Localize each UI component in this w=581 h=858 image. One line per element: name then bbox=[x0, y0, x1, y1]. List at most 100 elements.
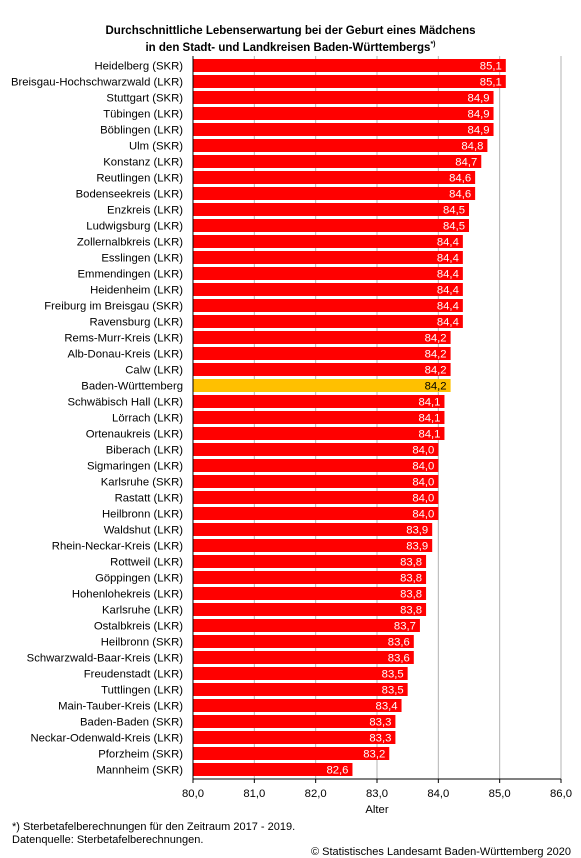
x-axis: 80,0 81,0 82,0 83,0 84,0 85,0 86,0 Alter bbox=[182, 56, 572, 816]
category-label: Baden-Württemberg bbox=[81, 381, 183, 393]
value-label: 83,3 bbox=[369, 717, 391, 729]
category-label: Ortenaukreis (LKR) bbox=[86, 429, 184, 441]
bar bbox=[193, 411, 445, 424]
category-label: Emmendingen (LKR) bbox=[78, 269, 184, 281]
value-label: 84,4 bbox=[437, 269, 459, 281]
category-label: Bodenseekreis (LKR) bbox=[76, 189, 184, 201]
category-label: Stuttgart (SKR) bbox=[106, 93, 183, 105]
x-tick-label: 85,0 bbox=[489, 788, 511, 800]
bar bbox=[193, 715, 396, 728]
value-label: 84,2 bbox=[425, 381, 447, 393]
value-label: 84,4 bbox=[437, 253, 459, 265]
bar bbox=[193, 283, 463, 296]
bar bbox=[193, 331, 451, 344]
bar bbox=[193, 395, 445, 408]
x-tick-label: 83,0 bbox=[366, 788, 388, 800]
value-label: 84,0 bbox=[412, 493, 434, 505]
value-label: 84,9 bbox=[468, 93, 490, 105]
bar bbox=[193, 75, 506, 88]
bar bbox=[193, 491, 439, 504]
bar bbox=[193, 555, 427, 568]
bar bbox=[193, 539, 433, 552]
category-label: Rastatt (LKR) bbox=[115, 493, 184, 505]
category-label: Hohenlohekreis (LKR) bbox=[72, 589, 183, 601]
category-label: Rems-Murr-Kreis (LKR) bbox=[64, 333, 183, 345]
bar bbox=[193, 651, 414, 664]
value-label: 84,7 bbox=[455, 157, 477, 169]
category-label: Göppingen (LKR) bbox=[95, 573, 183, 585]
category-label: Pforzheim (SKR) bbox=[98, 749, 183, 761]
value-label: 83,6 bbox=[388, 637, 410, 649]
chart-title-line2-text: in den Stadt- und Landkreisen Baden-Würt… bbox=[145, 41, 431, 54]
value-label: 84,4 bbox=[437, 285, 459, 297]
bar bbox=[193, 187, 476, 200]
category-label: Freiburg im Breisgau (SKR) bbox=[44, 301, 183, 313]
value-label: 84,4 bbox=[437, 237, 459, 249]
footnote: *) Sterbetafelberechnungen für den Zeitr… bbox=[12, 821, 295, 847]
bar bbox=[193, 251, 463, 264]
bar bbox=[193, 107, 494, 120]
bar bbox=[193, 507, 439, 520]
bar bbox=[193, 763, 353, 776]
bar bbox=[193, 619, 420, 632]
category-label: Lörrach (LKR) bbox=[112, 413, 183, 425]
bar bbox=[193, 523, 433, 536]
value-label: 84,0 bbox=[412, 509, 434, 521]
bar bbox=[193, 699, 402, 712]
bar bbox=[193, 299, 463, 312]
category-label: Schwarzwald-Baar-Kreis (LKR) bbox=[27, 653, 184, 665]
category-label: Sigmaringen (LKR) bbox=[87, 461, 183, 473]
chart-title: Durchschnittliche Lebenserwartung bei de… bbox=[0, 24, 581, 55]
category-label: Calw (LKR) bbox=[125, 365, 183, 377]
bar bbox=[193, 571, 427, 584]
category-label: Schwäbisch Hall (LKR) bbox=[67, 397, 183, 409]
value-label: 84,5 bbox=[443, 221, 465, 233]
bar bbox=[193, 59, 506, 72]
value-label: 85,1 bbox=[480, 61, 502, 73]
value-label: 83,6 bbox=[388, 653, 410, 665]
bar bbox=[193, 347, 451, 360]
value-label: 83,5 bbox=[382, 669, 404, 681]
x-tick-label: 81,0 bbox=[243, 788, 265, 800]
category-label: Ostalbkreis (LKR) bbox=[94, 621, 183, 633]
bar bbox=[193, 363, 451, 376]
category-label: Alb-Donau-Kreis (LKR) bbox=[67, 349, 183, 361]
value-label: 84,6 bbox=[449, 189, 471, 201]
bar bbox=[193, 123, 494, 136]
category-label: Ulm (SKR) bbox=[129, 141, 183, 153]
value-label: 84,2 bbox=[425, 365, 447, 377]
value-label: 84,0 bbox=[412, 461, 434, 473]
category-label: Ravensburg (LKR) bbox=[89, 317, 183, 329]
value-label: 83,8 bbox=[400, 589, 422, 601]
category-label: Tübingen (LKR) bbox=[103, 109, 183, 121]
value-label: 83,2 bbox=[363, 749, 385, 761]
value-label: 83,3 bbox=[369, 733, 391, 745]
category-label: Heidenheim (LKR) bbox=[90, 285, 183, 297]
bar bbox=[193, 235, 463, 248]
category-label: Heilbronn (SKR) bbox=[101, 637, 183, 649]
bar bbox=[193, 91, 494, 104]
category-label: Enzkreis (LKR) bbox=[107, 205, 183, 217]
category-label: Zollernalbkreis (LKR) bbox=[77, 237, 183, 249]
category-label: Karlsruhe (LKR) bbox=[102, 605, 183, 617]
value-label: 83,9 bbox=[406, 541, 428, 553]
x-axis-title: Alter bbox=[365, 804, 388, 816]
bar bbox=[193, 171, 476, 184]
value-label: 84,2 bbox=[425, 349, 447, 361]
value-label: 83,9 bbox=[406, 525, 428, 537]
chart-title-line1: Durchschnittliche Lebenserwartung bei de… bbox=[105, 25, 476, 37]
x-tick-label: 82,0 bbox=[305, 788, 327, 800]
category-label: Mannheim (SKR) bbox=[96, 765, 183, 777]
category-label: Freudenstadt (LKR) bbox=[84, 669, 183, 681]
bar bbox=[193, 427, 445, 440]
category-label: Konstanz (LKR) bbox=[103, 157, 183, 169]
category-label: Waldshut (LKR) bbox=[104, 525, 184, 537]
bar bbox=[193, 587, 427, 600]
value-label: 85,1 bbox=[480, 77, 502, 89]
value-label: 84,4 bbox=[437, 317, 459, 329]
bar-highlight bbox=[193, 379, 451, 392]
bar bbox=[193, 139, 488, 152]
bar bbox=[193, 267, 463, 280]
value-label: 84,1 bbox=[418, 429, 440, 441]
